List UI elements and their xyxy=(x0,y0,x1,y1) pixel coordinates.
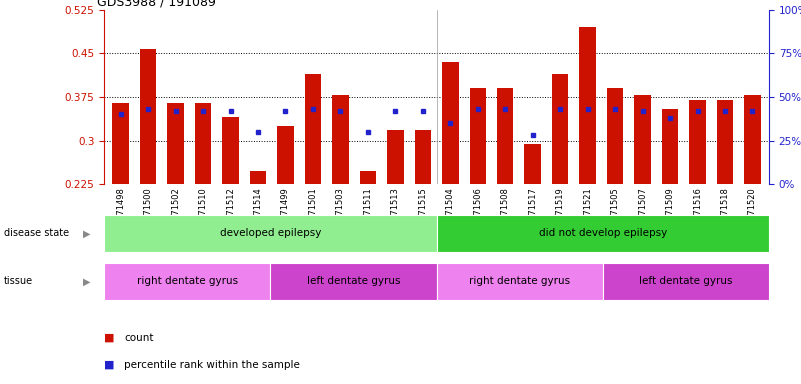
Text: right dentate gyrus: right dentate gyrus xyxy=(137,276,238,286)
Bar xyxy=(662,109,678,184)
Text: disease state: disease state xyxy=(4,228,69,238)
Bar xyxy=(607,88,623,184)
Text: ▶: ▶ xyxy=(83,228,90,238)
Text: left dentate gyrus: left dentate gyrus xyxy=(307,276,400,286)
Bar xyxy=(104,263,270,300)
Bar xyxy=(437,263,602,300)
Text: GDS3988 / 191089: GDS3988 / 191089 xyxy=(98,0,216,8)
Text: right dentate gyrus: right dentate gyrus xyxy=(469,276,570,286)
Text: ▶: ▶ xyxy=(83,276,90,286)
Bar xyxy=(387,130,404,184)
Text: ■: ■ xyxy=(104,360,115,370)
Bar xyxy=(250,171,266,184)
Bar xyxy=(442,62,458,184)
Bar xyxy=(497,88,513,184)
Text: left dentate gyrus: left dentate gyrus xyxy=(639,276,733,286)
Text: developed epilepsy: developed epilepsy xyxy=(219,228,321,238)
Bar xyxy=(112,103,129,184)
Text: did not develop epilepsy: did not develop epilepsy xyxy=(538,228,667,238)
Bar xyxy=(744,95,761,184)
Bar xyxy=(104,215,437,252)
Bar xyxy=(195,103,211,184)
Bar xyxy=(525,144,541,184)
Bar xyxy=(360,171,376,184)
Text: ■: ■ xyxy=(104,333,115,343)
Bar xyxy=(552,74,569,184)
Bar xyxy=(277,126,294,184)
Text: tissue: tissue xyxy=(4,276,33,286)
Bar xyxy=(167,103,183,184)
Bar xyxy=(332,95,348,184)
Bar xyxy=(415,130,431,184)
Text: percentile rank within the sample: percentile rank within the sample xyxy=(124,360,300,370)
Bar xyxy=(717,100,733,184)
Text: count: count xyxy=(124,333,154,343)
Bar xyxy=(469,88,486,184)
Bar xyxy=(437,215,769,252)
Bar xyxy=(222,118,239,184)
Bar xyxy=(690,100,706,184)
Bar xyxy=(304,74,321,184)
Bar xyxy=(602,263,769,300)
Bar xyxy=(634,95,651,184)
Bar xyxy=(270,263,437,300)
Bar xyxy=(140,49,156,184)
Bar xyxy=(579,27,596,184)
